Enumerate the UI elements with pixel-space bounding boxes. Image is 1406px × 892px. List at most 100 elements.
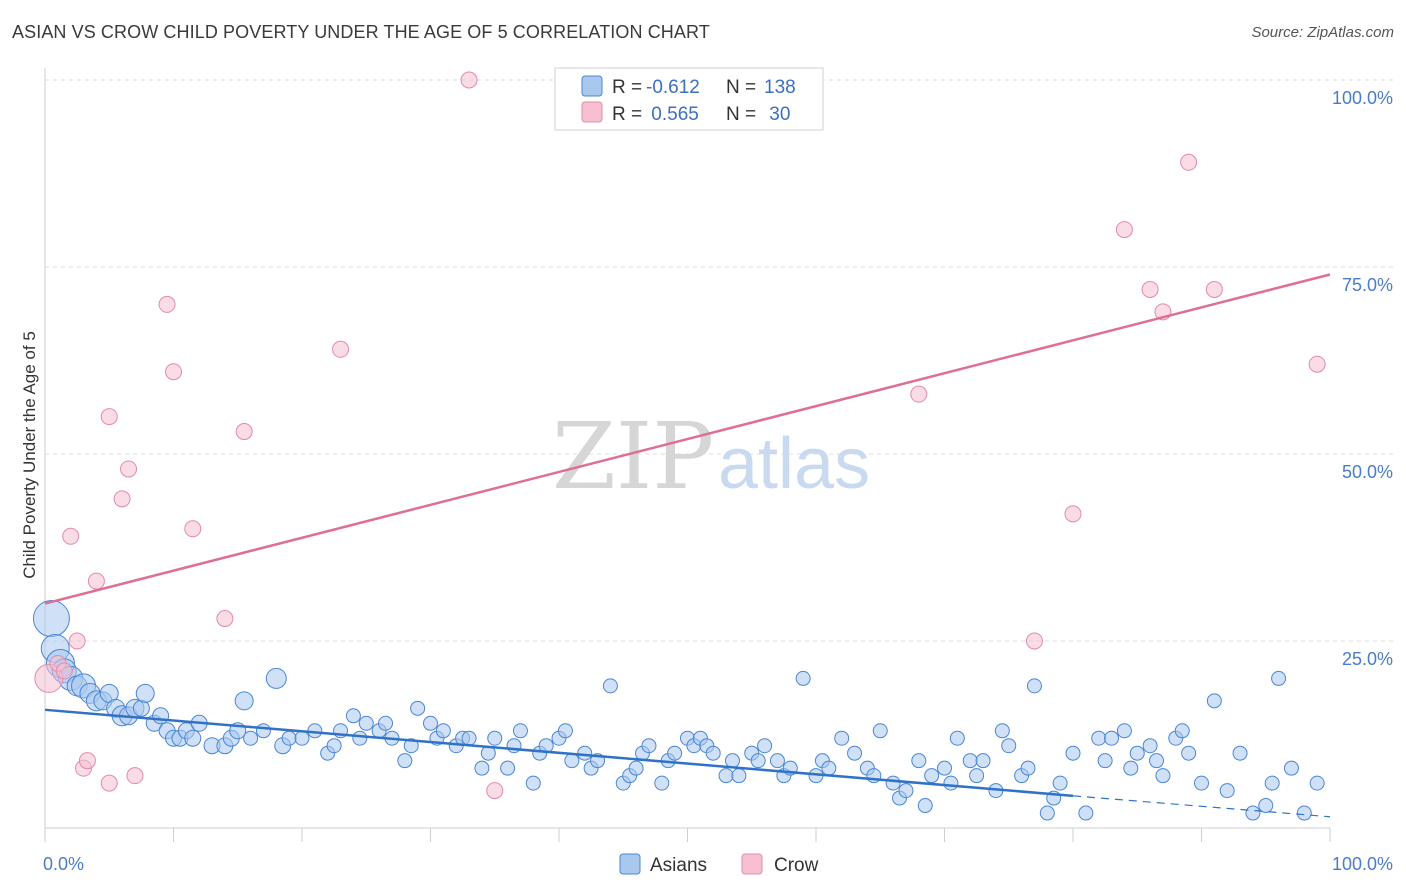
asians-point-29	[234, 691, 254, 711]
asians-point-47	[403, 738, 419, 754]
asians-point-42	[358, 715, 374, 731]
axis-layer	[44, 68, 1331, 842]
asians-point-142	[1258, 798, 1274, 814]
asians-point-34	[281, 730, 297, 746]
asians-point-85	[724, 753, 740, 769]
asians-point-136	[1181, 745, 1197, 761]
asians-point-0	[32, 600, 70, 638]
asians-point-32	[265, 667, 287, 689]
crow-point-12	[126, 767, 144, 785]
asians-point-106	[917, 798, 933, 814]
asians-point-16	[135, 683, 155, 703]
asians-point-93	[795, 670, 811, 686]
asians-point-145	[1283, 760, 1299, 776]
asians-point-146	[1296, 805, 1312, 821]
asians-point-46	[397, 753, 413, 769]
asians-series	[32, 600, 1325, 821]
asians-point-58	[500, 760, 516, 776]
asians-point-111	[962, 753, 978, 769]
crow-point-29	[1308, 355, 1326, 373]
asians-point-147	[1309, 775, 1325, 791]
asians-point-126	[1097, 753, 1113, 769]
legend-r-value-asians: -0.612	[646, 77, 700, 98]
asians-point-70	[602, 678, 618, 694]
legend-r-value-crow: 0.565	[646, 104, 699, 125]
asians-point-57	[487, 730, 503, 746]
asians-point-140	[1232, 745, 1248, 761]
asians-point-75	[641, 738, 657, 754]
top-legend: R = -0.612 N = 138 R = 0.565 N = 30	[554, 67, 824, 131]
asians-point-98	[847, 745, 863, 761]
asians-point-18	[152, 707, 170, 725]
asians-point-122	[1052, 775, 1068, 791]
asians-point-116	[1001, 738, 1017, 754]
asians-point-143	[1264, 775, 1280, 791]
asians-point-84	[718, 768, 734, 784]
chart-title: ASIAN VS CROW CHILD POVERTY UNDER THE AG…	[12, 22, 710, 42]
crow-point-7	[87, 572, 105, 590]
asians-point-133	[1155, 768, 1171, 784]
y-tick-label-2: 75.0%	[1342, 275, 1393, 295]
crow-point-24	[1115, 221, 1133, 239]
crow-point-27	[1180, 153, 1198, 171]
crow-point-19	[460, 71, 478, 89]
asians-point-61	[525, 775, 541, 791]
asians-point-15	[132, 699, 150, 717]
legend-swatch-asians	[581, 75, 603, 97]
y-tick-label-1: 50.0%	[1342, 462, 1393, 482]
y-tick-label-0: 25.0%	[1342, 649, 1393, 669]
crow-point-16	[216, 610, 234, 628]
tick-labels: 25.0% 50.0% 75.0% 100.0% 0.0% 100.0%	[43, 88, 1393, 874]
crow-point-4	[68, 632, 86, 650]
asians-point-40	[345, 708, 361, 724]
crow-point-10	[113, 490, 131, 508]
asians-point-65	[557, 723, 573, 739]
asians-point-124	[1078, 805, 1094, 821]
asians-point-131	[1142, 738, 1158, 754]
asians-point-139	[1219, 783, 1235, 799]
asians-point-138	[1206, 693, 1222, 709]
asians-point-88	[750, 753, 766, 769]
crow-point-2	[55, 662, 73, 680]
asians-point-137	[1194, 775, 1209, 791]
legend-n-value-asians: 138	[764, 77, 796, 98]
asians-point-104	[898, 783, 914, 799]
asians-point-120	[1039, 805, 1055, 821]
crow-point-14	[165, 363, 182, 381]
crow-series	[34, 71, 1326, 800]
legend-r-label-crow: R =	[612, 104, 642, 125]
crow-point-17	[235, 423, 253, 441]
asians-point-73	[628, 760, 644, 776]
asians-point-31	[255, 723, 271, 739]
asians-point-97	[834, 730, 850, 746]
asians-point-101	[872, 723, 888, 739]
asians-point-78	[667, 745, 683, 761]
asians-point-54	[461, 730, 477, 746]
asians-point-96	[821, 760, 837, 776]
asians-point-141	[1245, 805, 1261, 821]
asians-point-67	[577, 745, 593, 761]
crow-point-22	[1025, 632, 1043, 650]
asians-trend-extension	[1072, 795, 1331, 818]
asians-point-51	[435, 723, 451, 739]
asians-point-128	[1116, 723, 1132, 739]
asians-point-123	[1065, 745, 1081, 761]
asians-point-90	[769, 753, 785, 769]
y-tick-label-3: 100.0%	[1332, 88, 1393, 108]
asians-point-125	[1091, 730, 1107, 746]
asians-point-144	[1271, 670, 1287, 686]
bottom-legend-crow: Crow	[774, 855, 819, 876]
asians-point-76	[654, 775, 670, 791]
asians-trend-line	[44, 708, 1074, 798]
bottom-legend-swatch-crow	[741, 853, 763, 875]
asians-point-48	[410, 700, 426, 716]
asians-point-23	[184, 729, 202, 747]
asians-point-41	[352, 730, 368, 746]
asians-point-112	[969, 768, 985, 784]
asians-point-108	[937, 760, 952, 776]
crow-point-18	[332, 340, 350, 358]
crow-point-21	[910, 385, 928, 403]
x-tick-label-1: 100.0%	[1332, 854, 1393, 874]
asians-point-86	[731, 768, 747, 784]
